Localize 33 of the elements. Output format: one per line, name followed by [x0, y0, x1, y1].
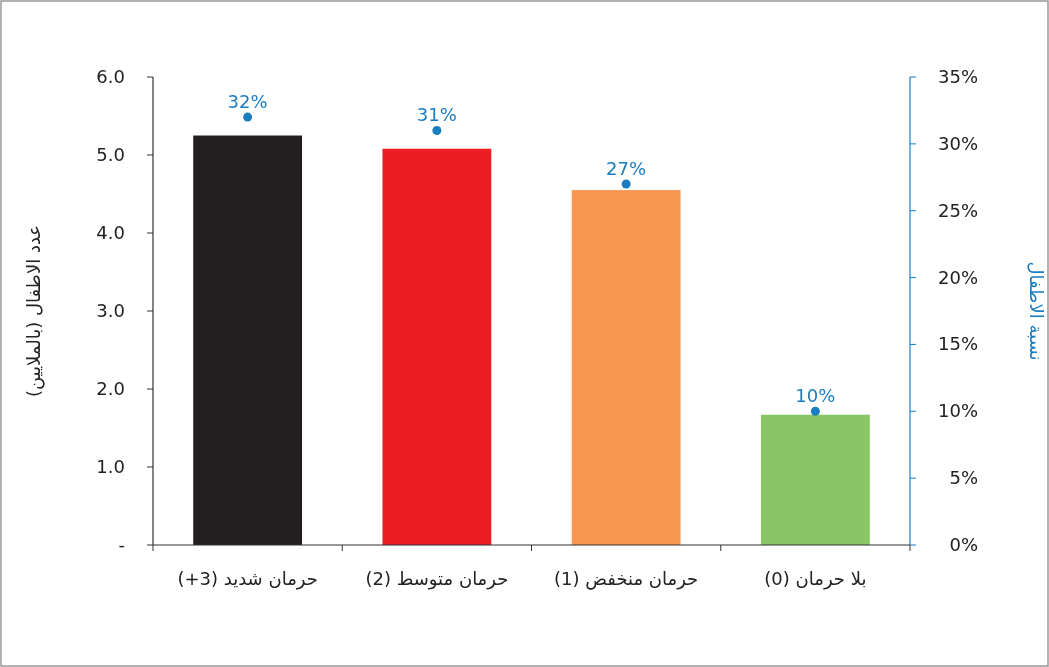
x-tick-label: حرمان منخفض (1) — [554, 568, 699, 590]
y2-axis-title: نسبة الاطفال — [1026, 261, 1047, 361]
point — [621, 179, 631, 189]
x-tick-label: بلا حرمان (0) — [764, 568, 867, 590]
y2-tick-label: 5% — [949, 467, 978, 489]
y-tick-label: 3.0 — [96, 300, 125, 321]
data-label: 31% — [416, 104, 457, 126]
bar — [571, 190, 681, 545]
y-tick-label: - — [118, 534, 125, 555]
y2-tick-label: 35% — [937, 66, 978, 87]
y-tick-label: 2.0 — [96, 378, 125, 399]
y2-tick-label: 10% — [937, 400, 978, 422]
x-tick-label: حرمان متوسط (2) — [365, 568, 509, 590]
bar — [382, 148, 492, 545]
y2-tick-label: 30% — [937, 132, 978, 154]
bar — [193, 135, 303, 545]
y-tick-label: 4.0 — [96, 222, 125, 243]
y2-tick-label: 0% — [949, 534, 978, 555]
point — [243, 112, 253, 122]
data-label: 32% — [227, 91, 268, 113]
y-axis-title: عدد الاطفال (بالملايين) — [23, 224, 45, 398]
y-tick-label: 6.0 — [96, 66, 125, 87]
y2-tick-label: 20% — [937, 266, 978, 288]
y2-tick-label: 15% — [937, 333, 978, 355]
y-tick-label: 5.0 — [96, 144, 125, 165]
point — [432, 125, 442, 135]
point — [810, 406, 820, 416]
y-tick-label: 1.0 — [96, 456, 125, 477]
data-label: 10% — [795, 385, 836, 407]
data-label: 27% — [606, 157, 647, 179]
x-tick-label: حرمان شديد (3+) — [177, 568, 318, 590]
y2-tick-label: 25% — [937, 199, 978, 221]
bar — [760, 414, 870, 545]
